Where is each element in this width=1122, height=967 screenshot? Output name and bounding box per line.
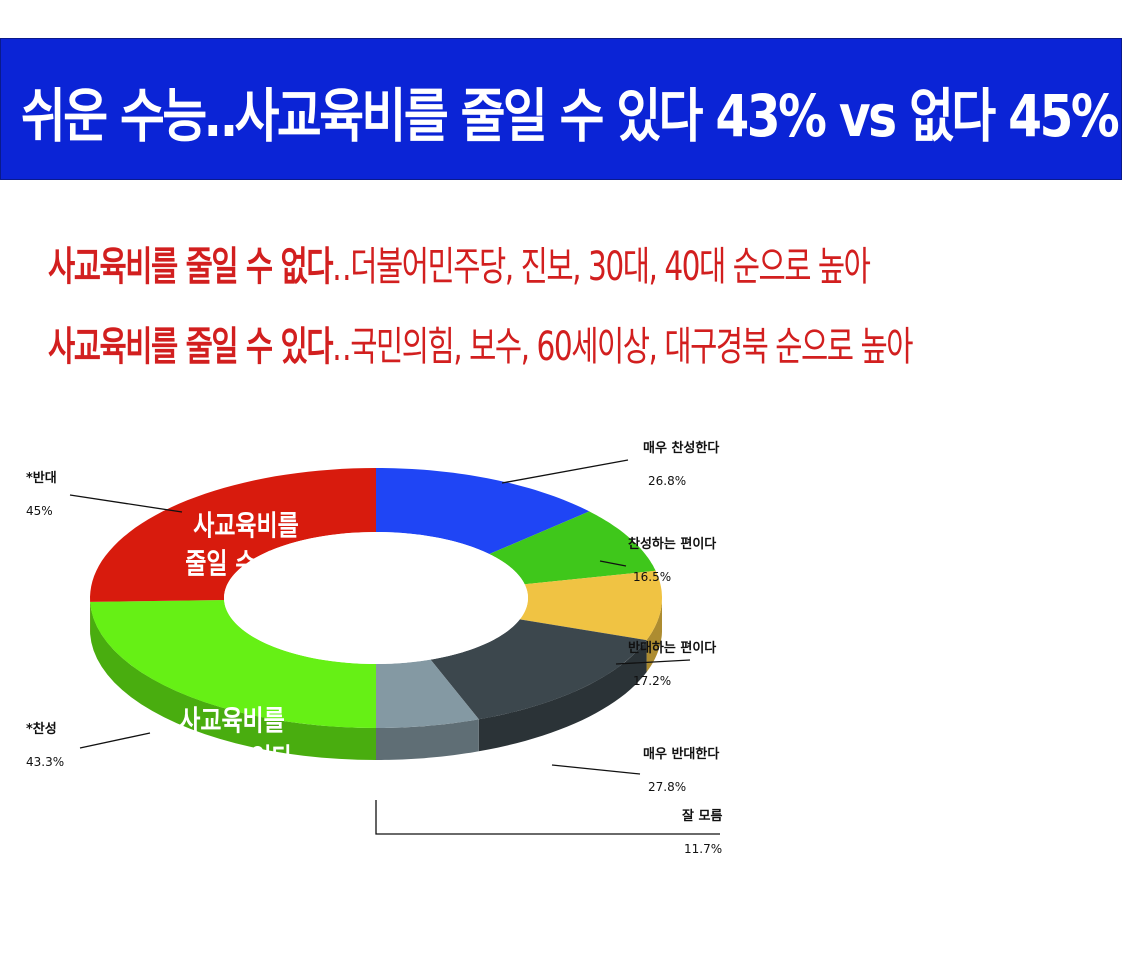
title-banner: 쉬운 수능‥사교육비를 줄일 수 있다 43% vs 없다 45%: [0, 38, 1122, 180]
slice-side-2: [646, 598, 662, 673]
label-name-반대: *반대: [26, 470, 57, 486]
label-name-잘모름: 잘 모름: [682, 809, 722, 824]
subtitle-can-reduce: 사교육비를 줄일 수 있다‥국민의힘, 보수, 60세이상, 대구경북 순으로 …: [48, 314, 913, 372]
slice-찬성: [90, 600, 376, 728]
donut-chart: 매우 찬성한다 26.8% 찬성하는 편이다 16.5% 반대하는 편이다 17.2% 매우…: [26, 440, 722, 856]
label-name-찬성하는편이다: 찬성하는 편이다: [628, 536, 716, 552]
leader-line-반대하는편이다: [615, 659, 691, 665]
slice-text-찬성-1: 줄일 수 있다: [171, 743, 293, 776]
slice-side-3: [478, 640, 647, 752]
subtitle-cannot-reduce: 사교육비를 줄일 수 없다‥더불어민주당, 진보, 30대, 40대 순으로 높…: [48, 234, 871, 292]
label-name-매우반대한다: 매우 반대한다: [643, 746, 719, 762]
page-title: 쉬운 수능‥사교육비를 줄일 수 있다 43% vs 없다 45%: [21, 82, 1120, 150]
leader-line-반대: [69, 494, 183, 513]
slice-side-4: [376, 719, 479, 760]
leader-line-찬성: [79, 732, 151, 749]
leader-line-매우찬성한다: [501, 459, 629, 484]
label-name-매우찬성한다: 매우 찬성한다: [643, 440, 719, 456]
slice-반대하는편이다: [519, 570, 662, 641]
leader-line-찬성하는편이다: [599, 560, 627, 567]
subtitle-can-reduce-detail: ‥국민의힘, 보수, 60세이상, 대구경북 순으로 높아: [331, 324, 913, 370]
label-value-찬성하는편이다: 16.5%: [633, 570, 671, 584]
slice-잘모름: [376, 659, 479, 728]
slice-text-반대-1: 줄일 수 없다: [185, 548, 307, 581]
leader-line-잘모름: [375, 800, 720, 835]
subtitle-can-reduce-strong: 사교육비를 줄일 수 있다: [48, 324, 333, 370]
label-value-잘모름: 11.7%: [684, 842, 722, 856]
slice-찬성하는편이다: [489, 511, 656, 585]
subtitle-cannot-reduce-strong: 사교육비를 줄일 수 없다: [48, 244, 333, 290]
slice-side-5: [90, 601, 376, 760]
label-value-반대하는편이다: 17.2%: [633, 674, 671, 688]
label-value-매우찬성한다: 26.8%: [648, 474, 686, 488]
slice-매우찬성한다: [376, 468, 590, 554]
label-value-찬성: 43.3%: [26, 755, 64, 769]
label-value-매우반대한다: 27.8%: [648, 780, 686, 794]
leader-line-매우반대한다: [551, 764, 641, 775]
slice-text-찬성-0: 사교육비를: [179, 705, 285, 738]
slice-반대: [90, 468, 376, 602]
label-value-반대: 45%: [26, 504, 53, 518]
slice-text-반대-0: 사교육비를: [193, 510, 299, 543]
label-name-찬성: *찬성: [26, 721, 57, 737]
donut-hole: [224, 532, 528, 664]
label-name-반대하는편이다: 반대하는 편이다: [628, 640, 716, 656]
subtitle-cannot-reduce-detail: ‥더불어민주당, 진보, 30대, 40대 순으로 높아: [331, 244, 871, 290]
slice-매우반대한다: [430, 619, 647, 720]
